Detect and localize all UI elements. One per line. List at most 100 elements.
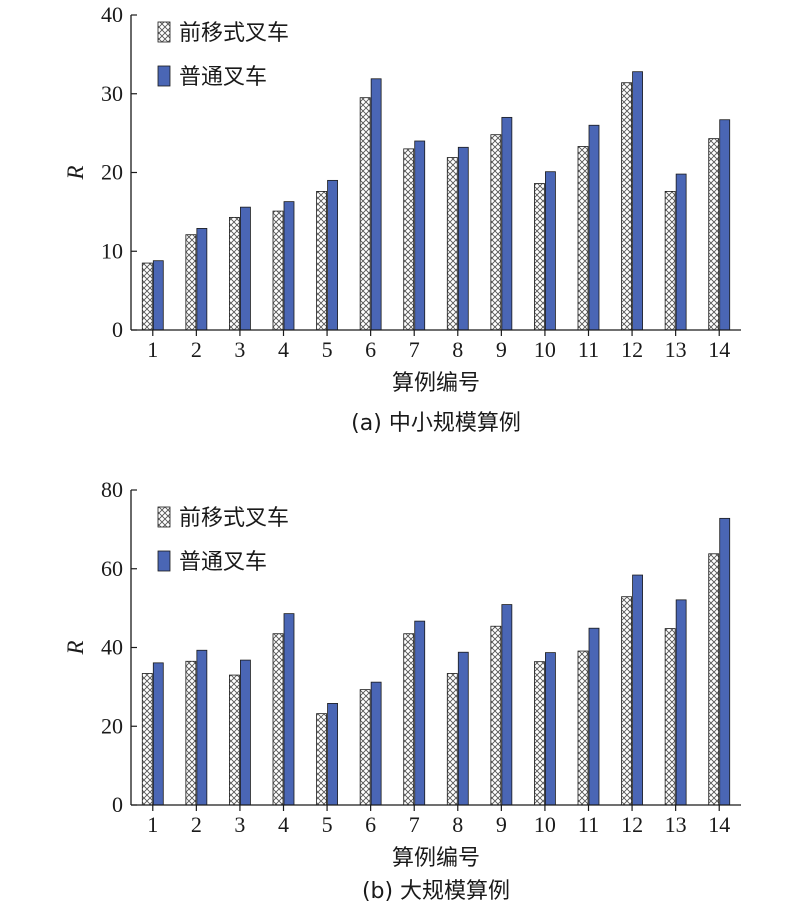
x-tick-label: 1 — [147, 812, 158, 837]
legend-label: 前移式叉车 — [179, 21, 289, 46]
x-tick-label: 11 — [578, 337, 599, 362]
legend-swatch — [157, 65, 171, 87]
bar-front-forklift — [229, 216, 240, 331]
x-tick-label: 4 — [278, 812, 289, 837]
bar-normal-forklift — [588, 124, 600, 331]
chart-caption: (a) 中小规模算例 — [351, 411, 521, 436]
y-tick-label: 40 — [101, 2, 123, 27]
bar-front-forklift — [446, 673, 458, 806]
y-tick-label: 0 — [112, 792, 123, 817]
bar-normal-forklift — [240, 659, 251, 806]
bar-front-forklift — [621, 82, 632, 331]
x-tick-label: 10 — [534, 812, 556, 837]
bar-front-forklift — [446, 157, 458, 331]
bar-normal-forklift — [588, 627, 600, 806]
bar-normal-forklift — [501, 604, 513, 806]
chart-caption: (b) 大规模算例 — [362, 879, 510, 904]
y-tick-label: 60 — [101, 556, 123, 581]
bar-front-forklift — [708, 138, 720, 331]
legend-label: 前移式叉车 — [179, 506, 289, 531]
bar-front-forklift — [272, 210, 284, 331]
bar-normal-forklift — [283, 201, 295, 331]
bar-front-forklift — [229, 674, 240, 806]
y-tick-label: 10 — [101, 238, 123, 263]
bar-normal-forklift — [501, 116, 513, 331]
bar-normal-forklift — [545, 652, 556, 806]
bar-front-forklift — [490, 134, 502, 331]
legend-swatch — [157, 550, 171, 572]
bar-front-forklift — [359, 689, 371, 806]
y-axis-label: R — [63, 165, 88, 180]
x-axis-label: 算例编号 — [392, 846, 480, 871]
y-axis-label: R — [63, 640, 88, 655]
bar-front-forklift — [141, 262, 153, 331]
bar-front-forklift — [359, 97, 371, 331]
x-tick-label: 5 — [322, 337, 333, 362]
x-tick-label: 11 — [578, 812, 599, 837]
x-tick-label: 13 — [665, 337, 687, 362]
x-tick-label: 9 — [496, 812, 507, 837]
x-tick-label: 12 — [621, 812, 643, 837]
bar-normal-forklift — [719, 119, 731, 331]
bar-normal-forklift — [457, 651, 469, 806]
bar-front-forklift — [577, 650, 589, 806]
legend-swatch — [157, 21, 171, 43]
x-tick-label: 2 — [191, 337, 202, 362]
y-tick-label: 20 — [101, 160, 123, 185]
bar-normal-forklift — [545, 171, 556, 331]
x-tick-label: 4 — [278, 337, 289, 362]
bar-front-forklift — [185, 660, 197, 806]
bar-normal-forklift — [632, 574, 643, 806]
bar-normal-forklift — [283, 613, 295, 806]
bar-front-forklift — [272, 633, 284, 806]
bar-normal-forklift — [196, 649, 208, 806]
x-tick-label: 2 — [191, 812, 202, 837]
bar-front-forklift — [534, 661, 545, 806]
y-tick-label: 40 — [101, 635, 123, 660]
bar-normal-forklift — [327, 703, 338, 806]
bar-front-forklift — [577, 146, 589, 331]
bar-front-forklift — [403, 148, 415, 331]
x-tick-label: 9 — [496, 337, 507, 362]
x-tick-label: 14 — [708, 812, 730, 837]
bar-front-forklift — [621, 596, 632, 806]
legend-item-normal-forklift: 普通叉车 — [157, 550, 267, 575]
bar-normal-forklift — [457, 146, 469, 331]
bar-front-forklift — [708, 553, 720, 806]
y-tick-label: 0 — [112, 317, 123, 342]
bar-normal-forklift — [719, 517, 731, 806]
legend-item-normal-forklift: 普通叉车 — [157, 65, 267, 90]
x-tick-label: 6 — [365, 812, 376, 837]
x-tick-label: 8 — [452, 812, 463, 837]
x-axis-label: 算例编号 — [392, 371, 480, 396]
bar-front-forklift — [316, 190, 327, 331]
y-tick-label: 20 — [101, 713, 123, 738]
bar-front-forklift — [185, 234, 197, 331]
x-tick-label: 3 — [234, 812, 245, 837]
x-tick-label: 14 — [708, 337, 730, 362]
x-tick-label: 7 — [409, 337, 420, 362]
bar-normal-forklift — [240, 206, 251, 331]
bar-normal-forklift — [414, 620, 426, 806]
bar-normal-forklift — [675, 599, 687, 806]
x-tick-label: 8 — [452, 337, 463, 362]
x-tick-label: 6 — [365, 337, 376, 362]
legend-label: 普通叉车 — [179, 550, 267, 575]
y-tick-label: 30 — [101, 81, 123, 106]
bar-normal-forklift — [675, 173, 687, 331]
x-tick-label: 10 — [534, 337, 556, 362]
bar-normal-forklift — [327, 179, 338, 331]
bar-normal-forklift — [152, 662, 164, 806]
bar-front-forklift — [316, 713, 327, 806]
x-tick-label: 3 — [234, 337, 245, 362]
y-tick-label: 80 — [101, 477, 123, 502]
x-tick-label: 5 — [322, 812, 333, 837]
x-tick-label: 13 — [665, 812, 687, 837]
x-tick-label: 1 — [147, 337, 158, 362]
legend-item-front-forklift: 前移式叉车 — [157, 506, 289, 531]
bar-normal-forklift — [370, 78, 382, 331]
